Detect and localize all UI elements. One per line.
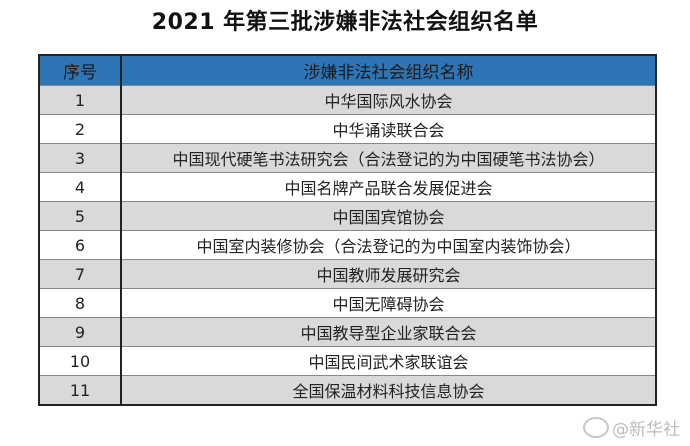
header-name: 涉嫌非法社会组织名称 — [120, 54, 657, 86]
header-index: 序号 — [38, 54, 122, 86]
row-index: 5 — [38, 201, 122, 231]
table-row: 7 中国教师发展研究会 — [38, 259, 657, 289]
row-org-name: 中国教导型企业家联合会 — [120, 317, 657, 347]
row-org-name: 中国室内装修协会（合法登记的为中国室内装饰协会） — [120, 230, 657, 260]
row-index: 6 — [38, 230, 122, 260]
row-org-name: 中国教师发展研究会 — [120, 259, 657, 289]
table-row: 3 中国现代硬笔书法研究会（合法登记的为中国硬笔书法协会） — [38, 143, 657, 173]
table-row: 8 中国无障碍协会 — [38, 288, 657, 318]
row-index: 4 — [38, 172, 122, 202]
row-index: 1 — [38, 85, 122, 115]
row-org-name: 中国名牌产品联合发展促进会 — [120, 172, 657, 202]
row-index: 7 — [38, 259, 122, 289]
row-org-name: 中国无障碍协会 — [120, 288, 657, 318]
row-index: 10 — [38, 346, 122, 376]
watermark-text: @新华社 — [612, 420, 680, 440]
row-index: 3 — [38, 143, 122, 173]
row-org-name: 中国民间武术家联谊会 — [120, 346, 657, 376]
table-row: 5 中国国宾馆协会 — [38, 201, 657, 231]
row-index: 11 — [38, 375, 122, 406]
organization-table: 序号 涉嫌非法社会组织名称 1 中华国际风水协会 2 中华诵读联合会 3 中国现代硬… — [38, 54, 657, 406]
row-index: 9 — [38, 317, 122, 347]
row-org-name: 中国现代硬笔书法研究会（合法登记的为中国硬笔书法协会） — [120, 143, 657, 173]
table-row: 10 中国民间武术家联谊会 — [38, 346, 657, 376]
weibo-icon — [583, 417, 609, 438]
row-org-name: 中华国际风水协会 — [120, 85, 657, 115]
table-row: 2 中华诵读联合会 — [38, 114, 657, 144]
table-row: 4 中国名牌产品联合发展促进会 — [38, 172, 657, 202]
table-row: 6 中国室内装修协会（合法登记的为中国室内装饰协会） — [38, 230, 657, 260]
row-org-name: 中国国宾馆协会 — [120, 201, 657, 231]
row-index: 2 — [38, 114, 122, 144]
row-org-name: 中华诵读联合会 — [120, 114, 657, 144]
watermark: @新华社 — [583, 415, 680, 440]
table-header-row: 序号 涉嫌非法社会组织名称 — [38, 54, 657, 86]
row-index: 8 — [38, 288, 122, 318]
row-org-name: 全国保温材料科技信息协会 — [120, 375, 657, 406]
table-row: 11 全国保温材料科技信息协会 — [38, 375, 657, 406]
table-row: 1 中华国际风水协会 — [38, 85, 657, 115]
page-title: 2021 年第三批涉嫌非法社会组织名单 — [151, 10, 539, 35]
table-row: 9 中国教导型企业家联合会 — [38, 317, 657, 347]
